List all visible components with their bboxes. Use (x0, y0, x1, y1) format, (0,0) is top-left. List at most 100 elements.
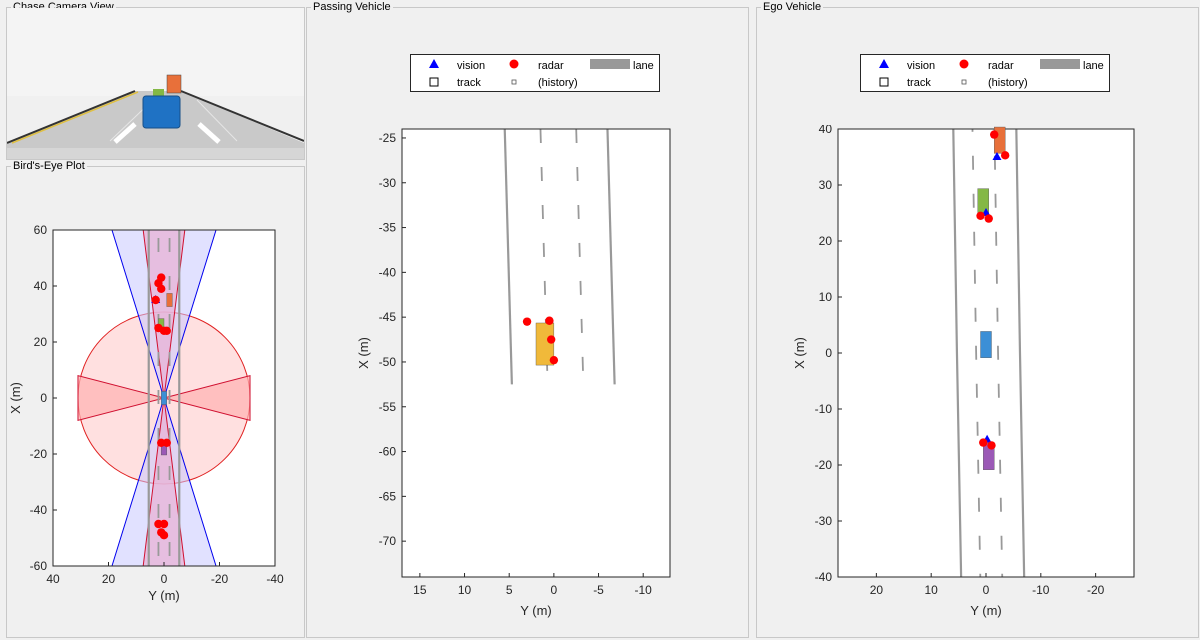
radar-detection (549, 355, 559, 365)
vehicle-ego (980, 331, 992, 358)
y-tick-label: 40 (34, 279, 48, 293)
lead-vehicle-orange (166, 74, 182, 94)
ego-ylabel: X (m) (792, 337, 807, 369)
chase-camera-panel: Chase Camera View (6, 1, 305, 160)
radar-coverage-side (77, 374, 166, 422)
ego-vehicle-title: Ego Vehicle (761, 1, 824, 14)
y-tick-label: -10 (815, 402, 833, 416)
passing-vehicle-title: Passing Vehicle (311, 1, 393, 14)
radar-detection (990, 130, 999, 139)
lane-marking (993, 129, 1004, 577)
y-tick-label: 40 (819, 125, 833, 136)
radar-coverage-side (162, 374, 251, 422)
radar-detection (151, 295, 160, 305)
ego-vehicle-panel: Ego Vehicle (756, 1, 1199, 638)
y-tick-label: 30 (819, 178, 833, 192)
legend-history-label: (history) (988, 77, 1028, 89)
y-tick-label: 60 (34, 223, 48, 237)
x-tick-label: 5 (506, 583, 513, 597)
y-tick-label: 20 (34, 335, 48, 349)
lane-boundary (503, 128, 513, 385)
birdseye-panel: Bird's-Eye Plot (6, 160, 305, 638)
radar-detection (159, 519, 169, 529)
radar-detection (984, 214, 993, 223)
radar-coverage-long (142, 230, 186, 399)
passing-vehicle-panel: Passing Vehicle (306, 1, 749, 638)
vision-detection (992, 152, 1002, 160)
ego-plot: 20 10 0 -10 -20 40 30 20 10 0 -10 -20 -30 -40 Y (m) X… (792, 125, 1135, 618)
ego-vehicle (142, 95, 181, 129)
x-tick-label: -20 (1087, 583, 1105, 597)
x-tick-label: 15 (413, 583, 427, 597)
legend-vision-label: vision (907, 60, 935, 72)
y-tick-label: -30 (815, 514, 833, 528)
x-tick-label: -40 (266, 572, 284, 586)
y-tick-label: 0 (825, 346, 832, 360)
radar-detection (976, 211, 985, 220)
vehicle-ego (161, 391, 167, 405)
chase-camera-scene (7, 8, 304, 159)
radar-detection (979, 438, 988, 447)
passing-xlabel: Y (m) (520, 603, 552, 618)
radar-detection (546, 335, 556, 344)
radar-detection (162, 438, 171, 447)
vision-legend-icon (429, 59, 439, 68)
y-tick-label: -45 (379, 310, 397, 324)
lane-boundary (606, 128, 616, 385)
ego-legend: vision radar lane track (history) (860, 54, 1110, 92)
y-tick-label: -60 (379, 445, 397, 459)
passing-ylabel: X (m) (356, 337, 371, 369)
y-tick-label: -40 (379, 265, 397, 279)
radar-detection (522, 317, 532, 326)
x-tick-label: -20 (211, 572, 229, 586)
track-legend-icon (879, 77, 889, 87)
radar-legend-icon (509, 59, 519, 69)
legend-vision-label: vision (457, 60, 485, 72)
y-tick-label: -40 (30, 503, 48, 517)
vehicle-lead_orange (166, 293, 173, 307)
x-tick-label: 10 (925, 583, 939, 597)
y-tick-label: -70 (379, 534, 397, 548)
y-tick-label: -40 (815, 570, 833, 584)
y-tick-label: -35 (379, 221, 397, 235)
y-tick-label: -20 (30, 447, 48, 461)
legend-radar-label: radar (988, 60, 1014, 72)
ego-xlabel: Y (m) (970, 603, 1002, 618)
radar-detection (1000, 151, 1010, 160)
legend-lane-label: lane (633, 60, 654, 72)
y-tick-label: -60 (30, 559, 48, 573)
y-tick-label: -65 (379, 489, 397, 503)
radar-detection (162, 326, 171, 335)
y-tick-label: -30 (379, 176, 397, 190)
legend-radar-label: radar (538, 60, 564, 72)
history-legend-icon (511, 79, 517, 85)
y-tick-label: 0 (40, 391, 47, 405)
legend-track-label: track (457, 77, 481, 89)
y-tick-label: -55 (379, 400, 397, 414)
x-tick-label: 0 (983, 583, 990, 597)
radar-coverage-long (142, 397, 186, 566)
lane-marking (971, 129, 982, 577)
lead-vehicle-green (153, 89, 164, 97)
y-tick-label: 20 (819, 234, 833, 248)
vision-legend-icon (879, 59, 889, 68)
legend-lane-label: lane (1083, 60, 1104, 72)
lane-boundary (1015, 129, 1026, 577)
lane-legend-icon (1040, 59, 1080, 69)
legend-history-label: (history) (538, 77, 578, 89)
x-tick-label: 10 (458, 583, 472, 597)
x-tick-label: -10 (1032, 583, 1050, 597)
passing-plot: 15 10 5 0 -5 -10 -25 -30 -35 -40 -45 -50 -55 -60 -65 -7… (356, 128, 671, 618)
legend-track-label: track (907, 77, 931, 89)
y-tick-label: -20 (815, 458, 833, 472)
lane-marking (539, 128, 549, 385)
passing-axes-box (401, 128, 671, 578)
birdseye-plot: 40 20 0 -20 -40 60 40 20 0 -20 -40 -60 Y (m) X (m) (8, 223, 284, 603)
birdseye-xlabel: Y (m) (148, 588, 180, 603)
birdseye-title: Bird's-Eye Plot (11, 160, 87, 173)
x-tick-label: 20 (870, 583, 884, 597)
history-legend-icon (961, 79, 967, 85)
radar-detection (545, 316, 554, 325)
x-tick-label: 20 (102, 572, 116, 586)
birdseye-ylabel: X (m) (8, 382, 23, 414)
